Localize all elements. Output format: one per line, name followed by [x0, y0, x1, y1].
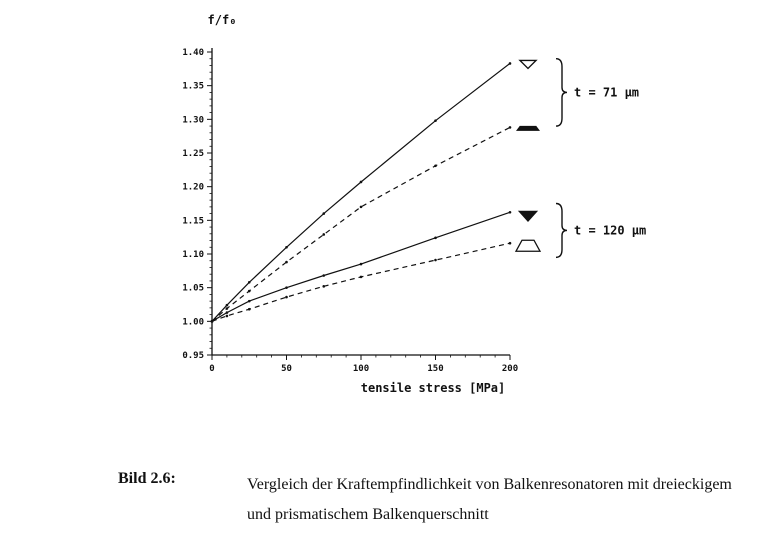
y-tick-label: 1.05	[182, 284, 204, 294]
series-line-2	[211, 126, 511, 322]
data-point	[285, 286, 288, 289]
x-tick-label: 200	[502, 364, 518, 374]
caption-label: Bild 2.6:	[118, 470, 176, 487]
x-tick-label: 0	[209, 364, 214, 374]
data-point	[225, 314, 229, 318]
data-point	[285, 245, 288, 249]
x-axis-label: tensile stress [MPa]	[361, 381, 506, 395]
marker-triangle-down-open	[518, 59, 538, 70]
data-point	[359, 205, 363, 209]
caption-text: Vergleich der Kraftempfindlichkeit von B…	[247, 476, 732, 523]
data-point	[434, 236, 437, 240]
x-tick-label: 150	[427, 364, 443, 374]
data-point	[359, 275, 363, 279]
marker-triangle-down-filled	[517, 210, 539, 223]
brace-t71	[555, 58, 568, 127]
y-tick-label: 1.15	[182, 216, 204, 226]
data-point	[247, 299, 251, 303]
data-point	[359, 180, 363, 184]
data-point	[285, 295, 288, 299]
series-layer	[210, 62, 512, 323]
data-point	[508, 62, 512, 65]
chart: 0.95 1.00 1.05 1.10 1.15 1.20 1.25 1.30 1.35 1.40…	[182, 13, 646, 395]
group-label-t120: t = 120 µm	[574, 223, 646, 237]
data-point	[508, 210, 512, 214]
data-point	[434, 258, 437, 262]
y-tick-label: 1.25	[182, 149, 204, 159]
data-point	[434, 164, 437, 168]
x-tick-label: 100	[353, 364, 369, 374]
series-line-1	[211, 62, 511, 322]
brace-t120	[555, 202, 568, 259]
data-point	[247, 280, 251, 284]
series-line-4	[211, 242, 511, 322]
y-tick-label: 1.35	[182, 82, 204, 92]
data-point	[247, 307, 251, 311]
y-tick-label: 0.95	[182, 351, 204, 361]
data-point	[285, 260, 288, 264]
data-point	[322, 212, 326, 215]
data-point	[322, 285, 326, 288]
group-label-t71: t = 71 µm	[574, 85, 639, 99]
data-point	[434, 119, 437, 122]
data-point	[322, 233, 326, 236]
y-axis-label: f/f₀	[208, 13, 237, 27]
y-tick-label: 1.40	[182, 48, 204, 58]
data-point	[508, 241, 512, 245]
data-point	[225, 307, 229, 310]
marker-trapezoid-open	[514, 239, 542, 252]
data-point	[359, 262, 363, 266]
series-line-3	[211, 211, 511, 322]
data-point	[322, 274, 326, 277]
data-point	[210, 320, 214, 323]
y-tick-label: 1.10	[182, 250, 204, 260]
annotations: t = 71 µm t = 120 µm	[555, 58, 646, 259]
y-tick-label: 1.30	[182, 115, 204, 125]
data-point	[247, 289, 251, 293]
legend-markers	[514, 59, 542, 252]
y-tick-label: 1.20	[182, 183, 204, 193]
marker-trapezoid-filled	[516, 125, 540, 131]
x-tick-label: 50	[281, 364, 292, 374]
data-point	[225, 311, 229, 314]
data-point	[225, 303, 229, 307]
axes: 0.95 1.00 1.05 1.10 1.15 1.20 1.25 1.30 1.35 1.40…	[182, 48, 518, 374]
data-point	[508, 126, 512, 129]
y-tick-label: 1.00	[182, 317, 204, 327]
